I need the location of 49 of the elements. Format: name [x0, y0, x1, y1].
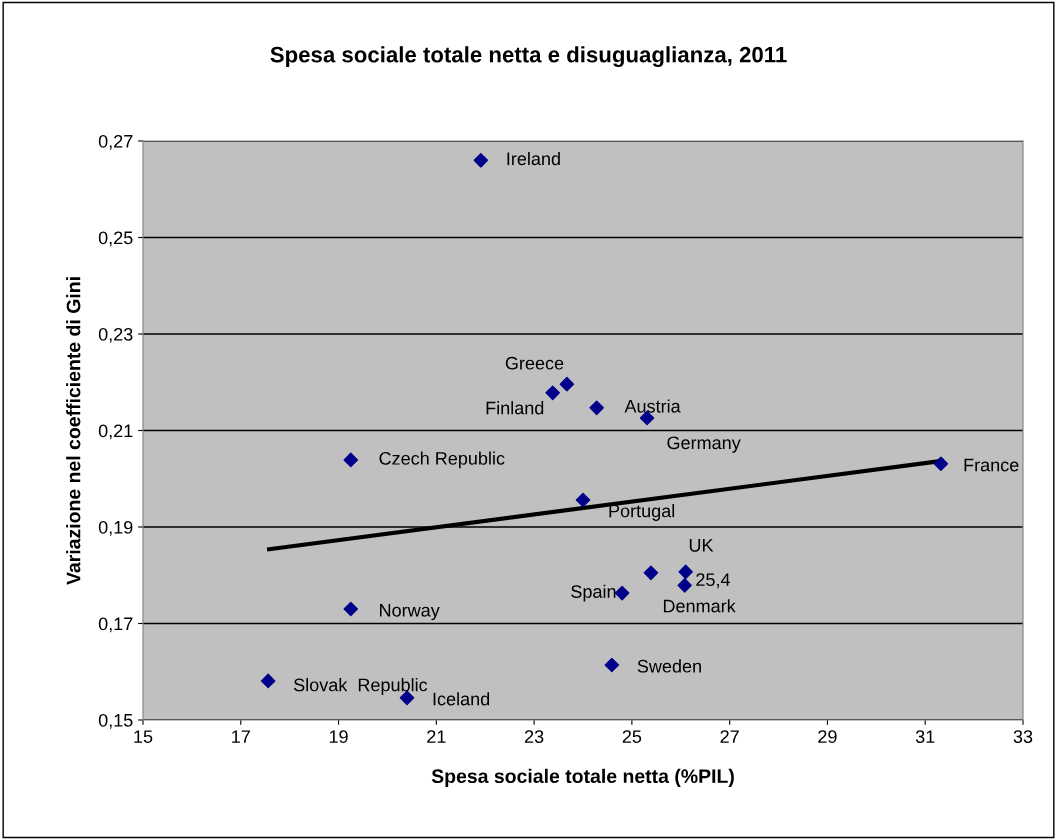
y-tick-label: 0,19 [98, 520, 133, 536]
point [575, 492, 591, 508]
annotation: Ireland [507, 151, 560, 166]
annotation: Czech Republic [379, 451, 505, 469]
point [643, 565, 659, 581]
annotation: France [964, 458, 1019, 472]
chart-title: Spesa sociale totale netta e disuguaglianza, 2011 [270, 46, 787, 68]
y-tick-label: 0,21 [98, 424, 133, 440]
annotation: UK [689, 539, 714, 552]
point [677, 578, 692, 593]
point [604, 657, 620, 673]
x-tick-label: 17 [232, 730, 250, 743]
x-tick-label: 27 [720, 730, 739, 743]
x-tick-label: 21 [427, 730, 446, 743]
y-tick-label: 0,25 [98, 231, 133, 247]
point [589, 400, 604, 416]
x-tick-label: 29 [818, 730, 837, 743]
point [559, 376, 575, 392]
annotation: Finland [486, 401, 544, 415]
x-tick-label: 25 [622, 730, 642, 743]
y-tick-label: 0,27 [98, 134, 133, 150]
point [260, 673, 276, 689]
x-tick-label: 31 [915, 730, 935, 743]
point [933, 456, 949, 472]
annotation: Iceland [433, 692, 490, 706]
annotation: Slovak Republic [293, 678, 428, 695]
point [343, 601, 359, 617]
annotation: Austria [624, 399, 681, 413]
annotation: Portugal [609, 504, 675, 521]
annotation: Spain [571, 584, 616, 602]
annotation: Germany [667, 436, 741, 453]
point [343, 452, 359, 468]
annotation: Denmark [663, 599, 736, 613]
point [545, 385, 560, 401]
x-tick-label: 33 [1013, 730, 1033, 743]
x-tick-label: 19 [329, 730, 348, 743]
y-axis-title: Variazione nel coefficiente di Gini [66, 277, 81, 585]
y-tick-label: 0,17 [98, 617, 133, 633]
point [473, 153, 489, 168]
annotation: Sweden [637, 659, 701, 673]
point [678, 564, 693, 580]
x-tick-label: 23 [524, 730, 544, 743]
y-tick-label: 0,15 [98, 713, 133, 729]
annotation: 25,4 [696, 573, 731, 589]
y-tick-label: 0,23 [98, 327, 133, 343]
annotation: Greece [505, 356, 564, 370]
x-tick-label: 15 [134, 730, 153, 743]
x-axis-title: Spesa sociale totale netta (%PIL) [431, 768, 734, 787]
annotation: Norway [380, 604, 440, 621]
